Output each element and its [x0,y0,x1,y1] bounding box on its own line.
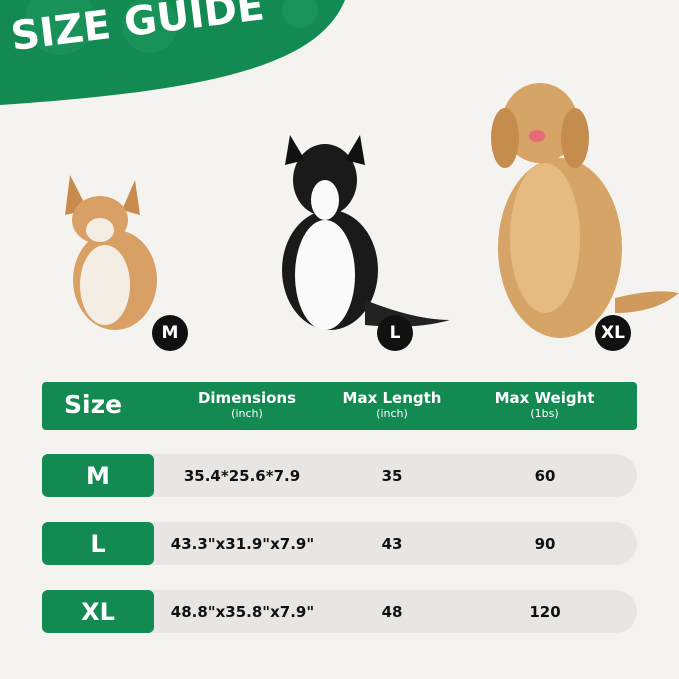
row-weight: 120 [529,603,561,621]
table-row: XL 48.8"x35.8"x7.9" 48 120 [42,590,637,633]
border-collie-image [282,135,450,330]
row-length: 35 [381,467,403,485]
golden-retriever-image [491,83,679,338]
header-length: Max Length (inch) [332,389,452,421]
header-size: Size [64,390,123,419]
title-banner [0,0,345,105]
size-badge-xl: XL [595,315,631,351]
header-dimensions-label: Dimensions [197,389,297,407]
row-length: 43 [381,535,403,553]
table-row: M 35.4*25.6*7.9 35 60 [42,454,637,497]
table-header: Size Dimensions (inch) Max Length (inch) M… [42,382,637,430]
size-badge-m: M [152,315,188,351]
header-weight-label: Max Weight [494,389,595,407]
row-length: 48 [381,603,403,621]
size-badge-l: L [377,315,413,351]
corgi-image [65,175,157,330]
row-dimensions: 35.4*25.6*7.9 [183,467,301,485]
row-weight: 90 [534,535,556,553]
header-dimensions: Dimensions (inch) [187,389,307,421]
table-row: L 43.3"x31.9"x7.9" 43 90 [42,522,637,565]
header-weight: Max Weight (1bs) [482,389,607,421]
row-size: L [42,522,154,565]
row-size: M [42,454,154,497]
row-dimensions: 43.3"x31.9"x7.9" [170,535,315,553]
header-weight-unit: (1bs) [530,407,559,420]
row-weight: 60 [534,467,556,485]
header-length-label: Max Length [342,389,442,407]
header-length-unit: (inch) [376,407,408,420]
row-size: XL [42,590,154,633]
header-dimensions-unit: (inch) [231,407,263,420]
row-dimensions: 48.8"x35.8"x7.9" [170,603,315,621]
